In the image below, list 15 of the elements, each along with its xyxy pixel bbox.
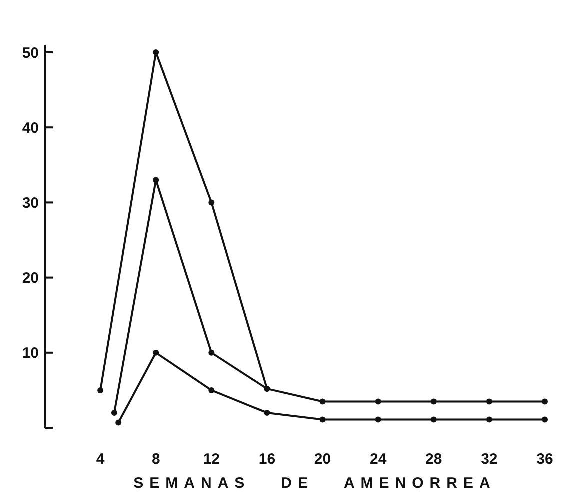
y-tick-label: 10 xyxy=(22,345,39,362)
x-tick-label: 4 xyxy=(96,451,106,468)
x-tick-label: 28 xyxy=(426,451,442,468)
y-tick-label: 30 xyxy=(22,194,39,212)
y-tick-label: 50 xyxy=(22,44,39,62)
x-tick-label: 8 xyxy=(152,451,160,468)
x-tick-label: 36 xyxy=(536,451,554,468)
x-tick-label: 20 xyxy=(314,451,332,468)
x-tick-label: 32 xyxy=(481,451,498,468)
y-tick-label: 40 xyxy=(22,120,39,137)
x-tick-label: 12 xyxy=(203,451,220,468)
x-tick-label: 24 xyxy=(370,451,388,468)
x-axis-title: SEMANAS DE AMENORREA xyxy=(134,475,496,492)
y-tick-label: 20 xyxy=(22,270,39,288)
x-tick-label: 16 xyxy=(258,451,276,468)
